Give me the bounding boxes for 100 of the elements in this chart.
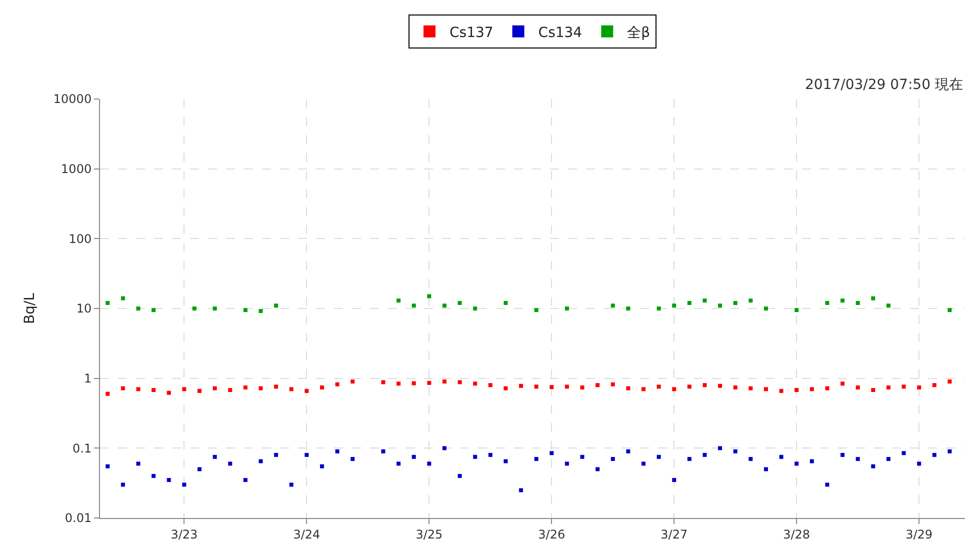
legend-label: Cs134 bbox=[538, 24, 582, 41]
point bbox=[733, 300, 738, 305]
point bbox=[642, 462, 646, 466]
point bbox=[779, 388, 784, 393]
y-tick-label: 100 bbox=[68, 232, 92, 246]
point bbox=[718, 446, 722, 450]
point bbox=[825, 386, 830, 390]
point bbox=[825, 482, 830, 487]
point bbox=[948, 308, 952, 312]
point bbox=[182, 387, 186, 392]
point bbox=[886, 456, 890, 461]
point bbox=[473, 306, 478, 310]
point bbox=[274, 452, 278, 457]
point bbox=[856, 385, 860, 390]
point bbox=[748, 298, 753, 303]
point bbox=[764, 306, 768, 310]
text: 2017/03/29 07:50 現在 bbox=[805, 77, 963, 93]
point bbox=[258, 309, 263, 314]
point bbox=[932, 452, 936, 457]
point bbox=[610, 382, 615, 386]
point bbox=[718, 304, 722, 308]
point bbox=[580, 454, 584, 459]
point bbox=[610, 456, 615, 461]
point bbox=[212, 386, 217, 390]
point bbox=[564, 462, 569, 466]
point bbox=[564, 384, 569, 389]
point bbox=[458, 380, 462, 384]
point bbox=[702, 383, 707, 388]
point bbox=[106, 300, 110, 305]
point bbox=[794, 308, 799, 312]
point bbox=[810, 459, 814, 464]
point bbox=[519, 488, 524, 492]
point bbox=[519, 384, 524, 388]
point bbox=[825, 300, 830, 305]
point bbox=[442, 380, 446, 384]
point bbox=[106, 392, 110, 396]
x-tick-label: 3/29 bbox=[906, 527, 933, 542]
point bbox=[212, 306, 217, 310]
point bbox=[212, 454, 217, 459]
point bbox=[626, 449, 630, 454]
point bbox=[534, 384, 538, 389]
point bbox=[381, 449, 386, 454]
point bbox=[396, 382, 401, 386]
legend-label: 全β bbox=[627, 24, 650, 41]
point bbox=[902, 451, 906, 456]
point bbox=[335, 449, 340, 454]
point bbox=[534, 308, 538, 312]
point bbox=[886, 385, 890, 390]
point bbox=[320, 385, 324, 390]
point bbox=[504, 300, 508, 305]
point bbox=[258, 459, 263, 464]
y-tick-label: 0.01 bbox=[64, 511, 92, 526]
point bbox=[550, 451, 554, 456]
point bbox=[198, 388, 202, 393]
point bbox=[136, 306, 140, 310]
point bbox=[182, 482, 186, 487]
point bbox=[932, 383, 936, 388]
point bbox=[886, 304, 890, 308]
x-tick-label: 3/26 bbox=[538, 527, 566, 542]
point bbox=[289, 482, 294, 487]
point bbox=[656, 306, 661, 310]
point bbox=[748, 456, 753, 461]
point bbox=[871, 296, 876, 300]
point bbox=[718, 384, 722, 388]
x-tick-label: 3/23 bbox=[170, 527, 198, 542]
point bbox=[396, 298, 401, 303]
point bbox=[687, 300, 692, 305]
x-tick-label: 3/28 bbox=[783, 527, 810, 542]
point bbox=[427, 380, 432, 385]
point bbox=[350, 456, 355, 461]
point bbox=[764, 467, 768, 472]
point bbox=[564, 306, 569, 310]
point bbox=[948, 449, 952, 454]
point bbox=[580, 385, 584, 390]
point bbox=[166, 390, 171, 395]
x-tick-label: 3/27 bbox=[660, 527, 688, 542]
point bbox=[289, 387, 294, 392]
point bbox=[642, 387, 646, 392]
point bbox=[626, 306, 630, 310]
point bbox=[258, 386, 263, 390]
point bbox=[304, 388, 309, 393]
point bbox=[192, 306, 196, 310]
point bbox=[550, 385, 554, 390]
point bbox=[917, 385, 922, 390]
point bbox=[656, 384, 661, 389]
point bbox=[381, 380, 386, 384]
point bbox=[840, 382, 845, 386]
point bbox=[596, 383, 600, 388]
point bbox=[856, 300, 860, 305]
point bbox=[166, 478, 171, 482]
point bbox=[656, 454, 661, 459]
point bbox=[733, 385, 738, 390]
point bbox=[473, 454, 478, 459]
point bbox=[672, 478, 676, 482]
point bbox=[948, 380, 952, 384]
point bbox=[198, 467, 202, 472]
point bbox=[412, 454, 416, 459]
point bbox=[534, 456, 538, 461]
point bbox=[120, 482, 125, 487]
point bbox=[672, 304, 676, 308]
